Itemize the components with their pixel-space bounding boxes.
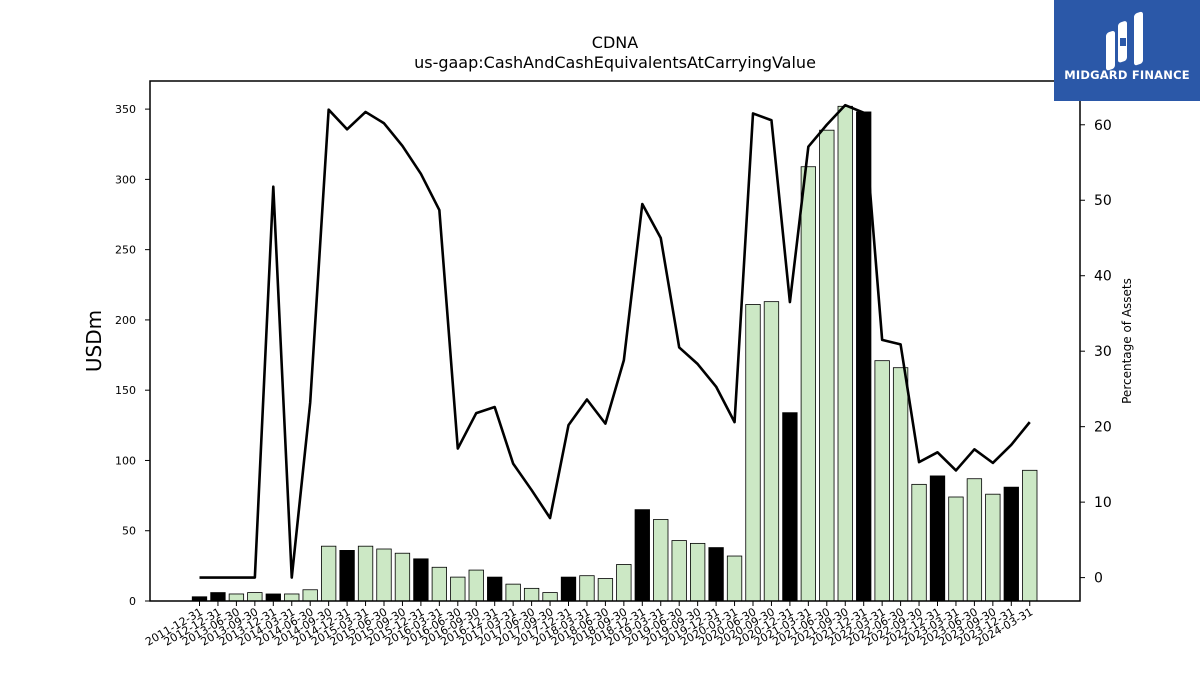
bar-2015-12-31 (413, 558, 429, 602)
bar-2015-06-30 (376, 548, 392, 602)
y2-tick-label: 10 (1094, 495, 1112, 511)
bar-2019-12-31 (708, 547, 724, 602)
bar-2018-12-31 (634, 509, 650, 602)
y-axis-right: 0 10 20 30 40 50 60 (1080, 118, 1112, 587)
bars-layer (191, 105, 1038, 602)
bar-2018-06-30 (597, 578, 614, 602)
bar-2020-09-30 (763, 301, 780, 602)
chart-subtitle: us-gaap:CashAndCashEquivalentsAtCarrying… (414, 53, 816, 72)
bar-2015-09-30 (394, 552, 411, 602)
y2-tick-label: 50 (1094, 193, 1112, 209)
bar-2015-03-31 (357, 545, 374, 602)
bar-2017-12-31 (560, 576, 577, 602)
line-layer (199, 103, 1031, 579)
logo-mark-icon (1106, 11, 1143, 71)
bar-2016-03-31 (431, 566, 448, 602)
bar-2020-03-31 (726, 555, 743, 602)
y-tick-label: 150 (115, 384, 136, 397)
x-axis: 2011-12-312012-12-312013-06-302013-09-30… (143, 601, 1035, 649)
bar-2019-09-30 (690, 542, 706, 602)
bar-2022-06-30 (892, 367, 909, 602)
bar-2024-03-31 (1022, 469, 1038, 602)
y2-tick-label: 40 (1094, 269, 1112, 285)
logo-text: MIDGARD FINANCE (1064, 68, 1190, 82)
plot-frame (149, 80, 1081, 602)
y2-tick-label: 0 (1094, 571, 1103, 587)
bar-2022-12-31 (929, 475, 946, 602)
bar-2023-03-31 (948, 496, 964, 602)
bar-2016-09-30 (468, 569, 484, 602)
y-tick-label: 100 (115, 454, 136, 467)
y2-axis-label: Percentage of Assets (1120, 278, 1134, 404)
bar-2019-03-31 (653, 519, 669, 602)
bar-2020-12-31 (782, 412, 798, 602)
bar-2018-03-31 (579, 575, 595, 602)
bar-2016-06-30 (450, 576, 466, 602)
bar-2014-06-30 (302, 589, 318, 602)
bar-2022-03-31 (874, 360, 890, 602)
bar-2014-12-31 (339, 550, 355, 602)
bar-2017-06-30 (523, 587, 540, 602)
y-tick-label: 250 (115, 244, 136, 257)
y-axis-left: 0 50 100 150 200 250 300 350 (115, 103, 150, 608)
bar-2013-09-30 (247, 592, 263, 602)
bar-2023-09-30 (985, 493, 1001, 602)
bar-2023-06-30 (966, 478, 983, 602)
bar-2021-09-30 (837, 105, 853, 602)
bar-2012-12-31 (210, 592, 226, 602)
bar-2023-12-31 (1003, 486, 1019, 602)
bar-2016-12-31 (487, 576, 503, 602)
bar-2017-03-31 (505, 583, 521, 602)
y2-tick-label: 20 (1094, 420, 1112, 436)
chart-title: CDNA (592, 33, 638, 52)
brand-logo: MIDGARD FINANCE (1054, 0, 1200, 101)
bar-2017-09-30 (542, 592, 558, 602)
y2-tick-label: 60 (1094, 118, 1112, 134)
bar-2021-03-31 (800, 166, 816, 602)
bar-2022-09-30 (911, 483, 927, 602)
bar-2021-06-30 (819, 129, 835, 602)
bar-2014-09-30 (320, 545, 337, 602)
bar-2014-03-31 (284, 593, 300, 602)
y-tick-label: 0 (129, 595, 136, 608)
bar-2013-06-30 (228, 593, 245, 602)
y-tick-label: 50 (122, 525, 136, 538)
y-tick-label: 350 (115, 103, 136, 116)
y-axis-label: USDm (82, 310, 106, 372)
y2-tick-label: 30 (1094, 344, 1112, 360)
bar-2019-06-30 (671, 540, 687, 602)
bar-2018-09-30 (616, 564, 632, 602)
percentage-of-assets-line (199, 103, 1031, 579)
bar-2020-06-30 (745, 304, 761, 602)
y-tick-label: 300 (115, 173, 136, 186)
y-tick-label: 200 (115, 314, 136, 327)
bar-2013-12-31 (265, 593, 281, 602)
